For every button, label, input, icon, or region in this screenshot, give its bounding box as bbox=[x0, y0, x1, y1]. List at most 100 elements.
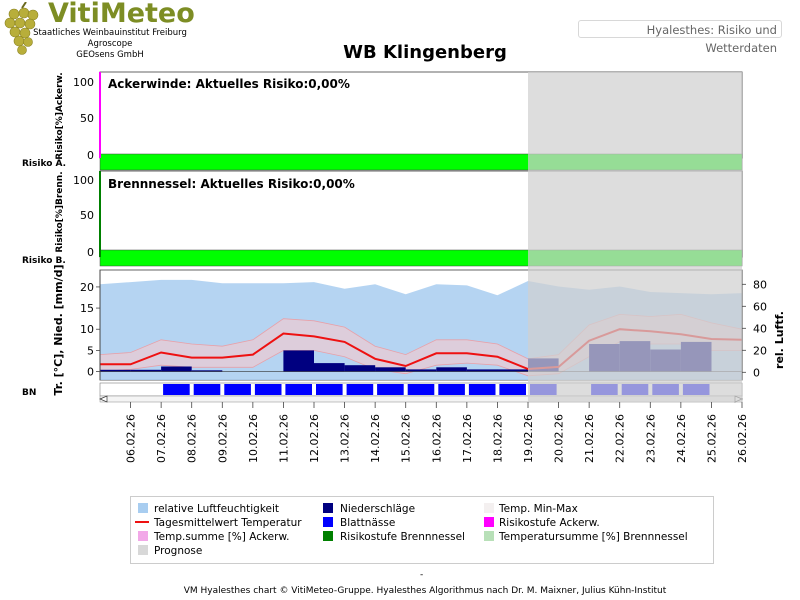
svg-text:Temp. Min-Max: Temp. Min-Max bbox=[498, 503, 578, 515]
risk-label-b: Risiko B. bbox=[22, 256, 66, 266]
panel-ackerwinde-title: Ackerwinde: Aktuelles Risiko:0,00% bbox=[108, 77, 350, 91]
wetness-block-09.02.26 bbox=[224, 384, 251, 395]
weather-ytick-right-80: 80 bbox=[753, 278, 767, 291]
legend: relative Luftfeuchtigkeit Tagesmittelwer… bbox=[130, 496, 714, 564]
wetness-block-11.02.26 bbox=[285, 384, 312, 395]
brennnessel-ylabel: Risiko[%]Brenn. bbox=[55, 171, 65, 252]
legend-item-risk-brenn: Risikostufe Brennnessel bbox=[323, 531, 465, 543]
wetness-block-10.02.26 bbox=[254, 384, 282, 395]
xtick-label-06.02.26: 06.02.26 bbox=[125, 414, 138, 463]
org-line-2: Agroscope bbox=[87, 39, 133, 49]
legend-item-wetness: Blattnässe bbox=[323, 517, 395, 529]
wetness-block-14.02.26 bbox=[377, 384, 404, 395]
wetness-row-label: BN bbox=[22, 388, 36, 398]
svg-text:relative Luftfeuchtigkeit: relative Luftfeuchtigkeit bbox=[154, 503, 279, 515]
xtick-label-11.02.26: 11.02.26 bbox=[277, 414, 290, 463]
weather-ylabel-right: rel. Luftf. bbox=[773, 311, 786, 369]
brennnessel-ytick-50: 50 bbox=[80, 209, 94, 222]
ackerwinde-ylabel: Risiko[%]Ackerw. bbox=[55, 72, 65, 159]
rain-bar-07.02.26 bbox=[161, 366, 192, 372]
legend-item-humidity: relative Luftfeuchtigkeit bbox=[138, 503, 279, 515]
xtick-label-08.02.26: 08.02.26 bbox=[186, 414, 199, 463]
ackerwinde-ytick-50: 50 bbox=[80, 112, 94, 125]
footer-dash: - bbox=[420, 570, 424, 580]
weather-ytick-right-40: 40 bbox=[753, 322, 767, 335]
rain-bar-18.02.26 bbox=[497, 369, 528, 372]
xtick-label-17.02.26: 17.02.26 bbox=[461, 414, 474, 463]
svg-text:Risikostufe Brennnessel: Risikostufe Brennnessel bbox=[340, 531, 465, 543]
legend-item-risk-ackerw: Risikostufe Ackerw. bbox=[484, 517, 600, 529]
xtick-label-24.02.26: 24.02.26 bbox=[675, 414, 688, 463]
risk-label-a: Risiko A. bbox=[22, 159, 66, 169]
wetness-block-15.02.26 bbox=[407, 384, 435, 395]
weather-ytick-left-0: 0 bbox=[87, 366, 94, 379]
wetness-block-07.02.26 bbox=[163, 384, 190, 395]
rain-bar-06.02.26 bbox=[130, 369, 162, 372]
brennnessel-ytick-100: 100 bbox=[73, 174, 94, 187]
weather-ytick-left-15: 15 bbox=[80, 302, 94, 315]
xtick-label-07.02.26: 07.02.26 bbox=[155, 414, 168, 463]
xtick-label-26.02.26: 26.02.26 bbox=[736, 414, 749, 463]
svg-text:Prognose: Prognose bbox=[154, 545, 202, 557]
logo-title: VitiMeteo bbox=[48, 0, 195, 29]
weather-ytick-right-20: 20 bbox=[753, 344, 767, 357]
xtick-label-16.02.26: 16.02.26 bbox=[430, 414, 443, 463]
xtick-label-13.02.26: 13.02.26 bbox=[339, 414, 352, 463]
xtick-label-10.02.26: 10.02.26 bbox=[247, 414, 260, 463]
chart-area: Ackerwinde: Aktuelles Risiko:0,00% 0 50 … bbox=[22, 71, 786, 463]
xtick-label-12.02.26: 12.02.26 bbox=[308, 414, 321, 463]
svg-text:Temperatursumme [%] Brennnesse: Temperatursumme [%] Brennnessel bbox=[498, 531, 688, 543]
svg-text:Blattnässe: Blattnässe bbox=[340, 517, 395, 529]
logo-grapes bbox=[2, 1, 42, 60]
rain-bar-12.02.26 bbox=[314, 363, 345, 372]
legend-item-temp-mean: Tagesmittelwert Temperatur bbox=[135, 517, 302, 529]
weather-ytick-left-5: 5 bbox=[87, 344, 94, 357]
xtick-label-23.02.26: 23.02.26 bbox=[644, 414, 657, 463]
weather-ytick-left-20: 20 bbox=[80, 281, 94, 294]
weather-ylabel-left: Tr. [°C], Nied. [mm/d] bbox=[52, 265, 65, 396]
wetness-block-18.02.26 bbox=[499, 384, 526, 395]
ackerwinde-ytick-0: 0 bbox=[87, 149, 94, 162]
legend-item-temp-minmax: Temp. Min-Max bbox=[484, 503, 578, 515]
wetness-block-12.02.26 bbox=[316, 384, 343, 395]
svg-text:Tagesmittelwert Temperatur: Tagesmittelwert Temperatur bbox=[153, 517, 302, 529]
weather-ytick-right-60: 60 bbox=[753, 300, 767, 313]
rain-bar-16.02.26 bbox=[436, 367, 467, 372]
rain-bar-17.02.26 bbox=[466, 369, 498, 372]
scroll-left-handle[interactable] bbox=[99, 395, 108, 403]
xtick-label-09.02.26: 09.02.26 bbox=[216, 414, 229, 463]
legend-item-rain: Niederschläge bbox=[323, 503, 415, 515]
wetness-block-13.02.26 bbox=[346, 384, 374, 395]
svg-text:Temp.summe [%] Ackerw.: Temp.summe [%] Ackerw. bbox=[153, 531, 289, 543]
xtick-label-18.02.26: 18.02.26 bbox=[491, 414, 504, 463]
xtick-label-20.02.26: 20.02.26 bbox=[553, 414, 566, 463]
page-title: WB Klingenberg bbox=[343, 42, 507, 63]
rain-bar-15.02.26 bbox=[405, 369, 437, 372]
brennnessel-ytick-0: 0 bbox=[87, 246, 94, 259]
wetness-block-16.02.26 bbox=[438, 384, 465, 395]
xtick-label-22.02.26: 22.02.26 bbox=[614, 414, 627, 463]
xtick-label-21.02.26: 21.02.26 bbox=[583, 414, 596, 463]
rain-bar-13.02.26 bbox=[344, 365, 376, 372]
panel-brennnessel-title: Brennnessel: Aktuelles Risiko:0,00% bbox=[108, 177, 355, 191]
org-line-1: Staatliches Weinbauinstitut Freiburg bbox=[33, 28, 187, 38]
chart-type-selector[interactable]: Hyalesthes: Risiko und Wetterdaten bbox=[578, 20, 782, 55]
legend-item-prognose: Prognose bbox=[138, 545, 202, 557]
rain-bar-05.02.26 bbox=[100, 369, 131, 372]
xtick-label-25.02.26: 25.02.26 bbox=[705, 414, 718, 463]
wetness-block-17.02.26 bbox=[468, 384, 496, 395]
ackerwinde-ytick-100: 100 bbox=[73, 76, 94, 89]
org-line-3: GEOsens GmbH bbox=[76, 50, 144, 60]
xtick-label-19.02.26: 19.02.26 bbox=[522, 414, 535, 463]
weather-ytick-right-0: 0 bbox=[753, 366, 760, 379]
wetness-block-08.02.26 bbox=[193, 384, 221, 395]
svg-text:Niederschläge: Niederschläge bbox=[340, 503, 415, 515]
xtick-label-14.02.26: 14.02.26 bbox=[369, 414, 382, 463]
xtick-label-15.02.26: 15.02.26 bbox=[400, 414, 413, 463]
weather-ytick-left-10: 10 bbox=[80, 323, 94, 336]
legend-item-temp-sum-ackerw: Temp.summe [%] Ackerw. bbox=[138, 531, 289, 543]
legend-item-temp-sum-brenn: Temperatursumme [%] Brennnessel bbox=[484, 531, 688, 543]
rain-bar-11.02.26 bbox=[283, 350, 314, 372]
svg-text:Risikostufe Ackerw.: Risikostufe Ackerw. bbox=[499, 517, 600, 529]
rain-bar-08.02.26 bbox=[191, 370, 223, 372]
